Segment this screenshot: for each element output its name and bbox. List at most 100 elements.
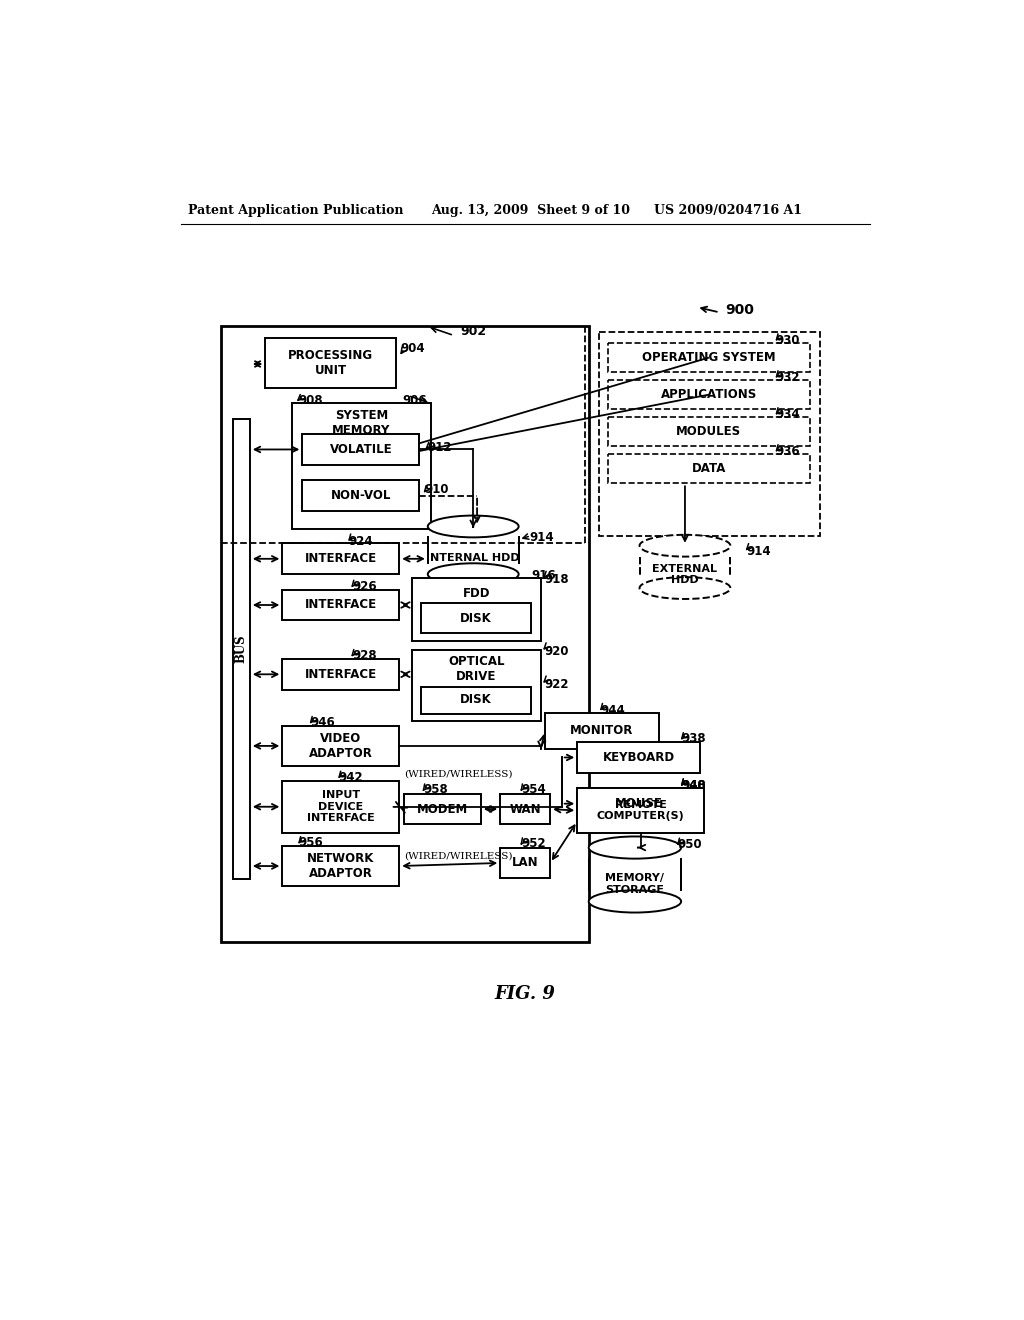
Text: VIDEO
ADAPTOR: VIDEO ADAPTOR — [309, 731, 373, 760]
Text: SYSTEM
MEMORY: SYSTEM MEMORY — [333, 408, 391, 437]
Bar — [283, 726, 399, 766]
Text: MEMORY/
STORAGE: MEMORY/ STORAGE — [605, 873, 665, 895]
Text: INPUT
DEVICE
INTERFACE: INPUT DEVICE INTERFACE — [307, 791, 375, 824]
Text: 930: 930 — [776, 334, 801, 347]
Bar — [233, 418, 250, 879]
Bar — [578, 742, 700, 774]
Text: Patent Application Publication: Patent Application Publication — [188, 205, 403, 218]
Text: OPERATING SYSTEM: OPERATING SYSTEM — [642, 351, 775, 364]
Text: MODULES: MODULES — [676, 425, 741, 438]
Text: US 2009/0204716 A1: US 2009/0204716 A1 — [654, 205, 802, 218]
Text: 936: 936 — [776, 445, 801, 458]
Text: 900: 900 — [725, 304, 754, 317]
Bar — [500, 793, 550, 825]
Bar — [412, 578, 541, 642]
Text: 922: 922 — [545, 677, 569, 690]
Bar — [599, 331, 820, 536]
Text: MODEM: MODEM — [417, 803, 468, 816]
Bar — [421, 603, 531, 632]
Text: VOLATILE: VOLATILE — [330, 444, 392, 455]
Bar — [302, 480, 419, 511]
Text: INTERNAL HDD: INTERNAL HDD — [426, 553, 520, 564]
Text: KEYBOARD: KEYBOARD — [603, 751, 675, 764]
Bar — [578, 788, 705, 833]
Text: 938: 938 — [681, 733, 706, 746]
Text: EXTERNAL
HDD: EXTERNAL HDD — [652, 564, 718, 585]
Text: OPTICAL
DRIVE: OPTICAL DRIVE — [449, 655, 505, 682]
Text: DISK: DISK — [460, 693, 492, 706]
Text: 958: 958 — [423, 783, 447, 796]
Text: 946: 946 — [310, 717, 335, 730]
Text: 904: 904 — [400, 342, 425, 355]
Text: 948: 948 — [681, 779, 706, 792]
Text: 944: 944 — [600, 704, 625, 717]
Bar — [428, 527, 518, 574]
Text: (WIRED/WIRELESS): (WIRED/WIRELESS) — [403, 851, 512, 861]
Bar — [302, 434, 419, 465]
Bar — [608, 417, 810, 446]
Text: 956: 956 — [298, 837, 324, 850]
Text: FIG. 9: FIG. 9 — [495, 985, 555, 1003]
Text: 908: 908 — [298, 395, 323, 408]
Bar — [265, 338, 396, 388]
Text: 918: 918 — [545, 573, 569, 586]
Text: 914: 914 — [746, 545, 771, 557]
Text: MOUSE: MOUSE — [614, 797, 663, 810]
Bar — [500, 847, 550, 878]
Bar — [608, 343, 810, 372]
Text: NON-VOL: NON-VOL — [331, 490, 391, 502]
Text: APPLICATIONS: APPLICATIONS — [660, 388, 757, 401]
Text: 916: 916 — [531, 569, 556, 582]
Text: 952: 952 — [521, 837, 546, 850]
Text: 928: 928 — [352, 649, 377, 663]
Text: 924: 924 — [348, 535, 373, 548]
Bar — [283, 590, 399, 620]
Bar — [589, 847, 681, 902]
Text: FDD: FDD — [463, 587, 490, 601]
Text: (WIRED/WIRELESS): (WIRED/WIRELESS) — [403, 770, 512, 779]
Text: INTERFACE: INTERFACE — [305, 668, 377, 681]
Ellipse shape — [589, 891, 681, 912]
Bar — [292, 404, 431, 529]
Ellipse shape — [428, 516, 518, 537]
Text: DISK: DISK — [460, 611, 492, 624]
Bar — [545, 713, 658, 748]
Text: PROCESSING
UNIT: PROCESSING UNIT — [288, 348, 374, 376]
Text: DATA: DATA — [691, 462, 726, 475]
Text: WAN: WAN — [509, 803, 541, 816]
Bar — [283, 780, 399, 833]
Bar — [403, 793, 481, 825]
Text: 920: 920 — [545, 644, 569, 657]
Text: 940: 940 — [681, 779, 706, 792]
Bar — [221, 326, 589, 942]
Text: 902: 902 — [460, 325, 486, 338]
Text: 932: 932 — [776, 371, 801, 384]
Ellipse shape — [428, 564, 518, 585]
Text: 926: 926 — [352, 579, 377, 593]
Bar — [412, 649, 541, 721]
Bar — [283, 659, 399, 689]
Ellipse shape — [589, 837, 681, 858]
Bar — [283, 544, 399, 574]
Bar — [283, 846, 399, 886]
Text: NETWORK
ADAPTOR: NETWORK ADAPTOR — [307, 851, 375, 880]
Bar — [421, 686, 531, 714]
Text: 950: 950 — [677, 838, 701, 851]
Text: REMOTE
COMPUTER(S): REMOTE COMPUTER(S) — [597, 800, 685, 821]
Bar — [640, 545, 730, 589]
Text: 906: 906 — [402, 395, 427, 408]
Ellipse shape — [640, 577, 730, 599]
Ellipse shape — [640, 535, 730, 557]
Text: 934: 934 — [776, 408, 801, 421]
Text: LAN: LAN — [512, 857, 539, 870]
Text: 954: 954 — [521, 783, 546, 796]
Text: Aug. 13, 2009  Sheet 9 of 10: Aug. 13, 2009 Sheet 9 of 10 — [431, 205, 630, 218]
Text: 914: 914 — [529, 531, 554, 544]
Text: 910: 910 — [425, 483, 450, 496]
Text: INTERFACE: INTERFACE — [305, 552, 377, 565]
Bar — [608, 380, 810, 409]
Text: BUS: BUS — [234, 635, 248, 663]
Bar — [578, 788, 700, 818]
Text: INTERFACE: INTERFACE — [305, 598, 377, 611]
Text: 942: 942 — [339, 771, 364, 784]
